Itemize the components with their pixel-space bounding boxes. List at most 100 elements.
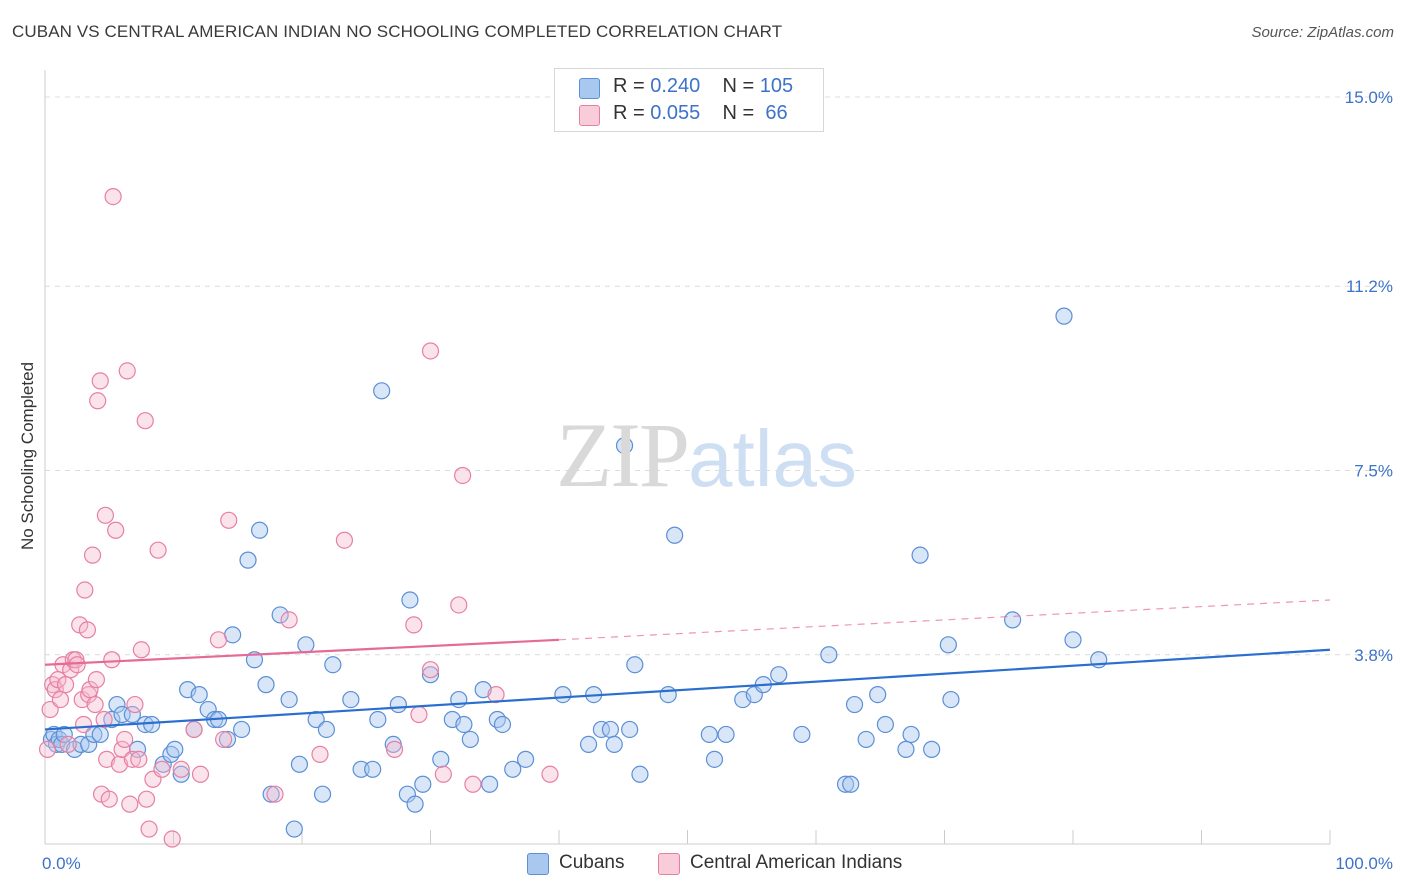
x-tick-label: 100.0% — [1335, 854, 1393, 873]
data-point-cubans — [257, 676, 275, 694]
chart-title: CUBAN VS CENTRAL AMERICAN INDIAN NO SCHO… — [12, 22, 783, 41]
data-point-cubans — [55, 725, 73, 744]
data-point-central-american-indians — [410, 705, 428, 724]
data-point-cubans — [414, 775, 432, 793]
data-point-central-american-indians — [107, 521, 125, 539]
data-point-cubans — [592, 720, 611, 739]
data-point-central-american-indians — [140, 820, 158, 838]
data-point-central-american-indians — [116, 730, 134, 749]
data-point-cubans — [601, 720, 620, 739]
data-point-cubans — [615, 437, 634, 455]
data-point-cubans — [923, 740, 941, 758]
data-point-cubans — [285, 820, 303, 838]
data-point-central-american-indians — [311, 745, 329, 763]
legend-swatch-pink — [579, 105, 600, 126]
trend-line-cubans — [44, 648, 1331, 731]
data-point-central-american-indians — [464, 775, 482, 793]
y-tick-label: 7.5% — [1354, 462, 1393, 481]
data-point-central-american-indians — [130, 750, 148, 768]
data-point-central-american-indians — [103, 651, 121, 669]
data-point-central-american-indians — [83, 546, 102, 564]
data-point-cubans — [869, 685, 887, 704]
data-point-cubans — [324, 656, 342, 674]
data-point-cubans — [108, 695, 126, 714]
legend-r-label: R = — [613, 75, 651, 97]
data-point-central-american-indians — [96, 506, 114, 524]
data-point-central-american-indians — [421, 342, 440, 360]
cubans-points — [42, 307, 1108, 838]
data-point-cubans — [554, 685, 572, 704]
data-point-cubans — [516, 750, 535, 768]
data-point-central-american-indians — [44, 676, 62, 694]
x-tick-label: 0.0% — [42, 854, 81, 873]
data-point-cubans — [1055, 307, 1073, 325]
data-point-central-american-indians — [126, 695, 144, 714]
data-point-cubans — [793, 725, 811, 744]
data-point-cubans — [342, 690, 360, 709]
data-point-cubans — [474, 681, 492, 699]
data-point-central-american-indians — [385, 740, 404, 758]
data-point-cubans — [836, 775, 855, 793]
data-point-cubans — [481, 775, 499, 793]
data-point-central-american-indians — [220, 511, 238, 529]
watermark: ZIPatlas — [556, 404, 857, 506]
trend-line-central-american-indians — [44, 638, 560, 666]
data-point-central-american-indians — [487, 685, 505, 704]
data-point-central-american-indians — [95, 710, 113, 729]
trend-line-central-american-indians-extension — [558, 599, 1331, 641]
data-point-cubans — [488, 710, 506, 729]
data-point-central-american-indians — [163, 830, 181, 848]
data-point-cubans — [455, 715, 473, 734]
legend-swatch-blue — [579, 78, 600, 99]
data-point-cubans — [80, 735, 98, 754]
data-point-cubans — [659, 685, 677, 704]
data-point-cubans — [897, 740, 915, 758]
data-point-cubans — [700, 725, 718, 744]
data-point-cubans — [317, 720, 336, 739]
data-point-central-american-indians — [56, 676, 75, 694]
data-point-cubans — [770, 666, 788, 684]
data-point-central-american-indians — [81, 681, 99, 699]
legend-r-label: R = — [613, 102, 651, 124]
data-point-central-american-indians — [185, 720, 203, 739]
data-point-cubans — [401, 591, 419, 609]
data-point-cubans — [250, 521, 269, 539]
data-point-cubans — [364, 760, 382, 778]
data-point-central-american-indians — [153, 760, 171, 778]
data-point-central-american-indians — [121, 795, 139, 813]
data-point-cubans — [166, 740, 184, 758]
data-point-cubans — [307, 710, 325, 729]
y-tick-label: 11.2% — [1346, 277, 1393, 296]
legend-n-label: N = — [722, 102, 760, 124]
data-point-central-american-indians — [137, 790, 156, 808]
data-point-central-american-indians — [91, 372, 109, 390]
data-point-cubans — [579, 735, 598, 754]
data-point-cubans — [911, 546, 929, 564]
data-point-cubans — [1004, 611, 1022, 629]
data-point-cubans — [373, 382, 391, 400]
tick-labels: 3.8% 7.5% 11.2% 15.0% 0.0% 100.0% — [42, 88, 1393, 873]
data-point-cubans — [290, 755, 309, 773]
data-point-cubans — [123, 705, 141, 724]
data-point-central-american-indians — [191, 765, 210, 783]
data-point-central-american-indians — [149, 541, 167, 559]
data-point-cubans — [504, 760, 522, 778]
data-point-central-american-indians — [335, 531, 354, 549]
data-point-cubans — [631, 765, 649, 783]
data-point-cubans — [406, 795, 424, 813]
data-point-central-american-indians — [89, 392, 107, 410]
data-point-central-american-indians — [123, 750, 141, 768]
data-point-central-american-indians — [59, 735, 77, 754]
data-point-central-american-indians — [87, 671, 106, 689]
data-point-central-american-indians — [541, 765, 559, 783]
data-point-cubans — [845, 695, 864, 714]
legend-n-value: 105 — [759, 75, 794, 97]
data-point-cubans — [666, 526, 684, 544]
data-point-cubans — [605, 735, 623, 754]
data-point-central-american-indians — [405, 616, 423, 634]
data-point-cubans — [297, 636, 315, 654]
data-point-cubans — [902, 725, 920, 744]
data-point-cubans — [717, 725, 735, 744]
legend-r-value: 0.055 — [650, 102, 701, 124]
data-point-central-american-indians — [280, 611, 298, 629]
